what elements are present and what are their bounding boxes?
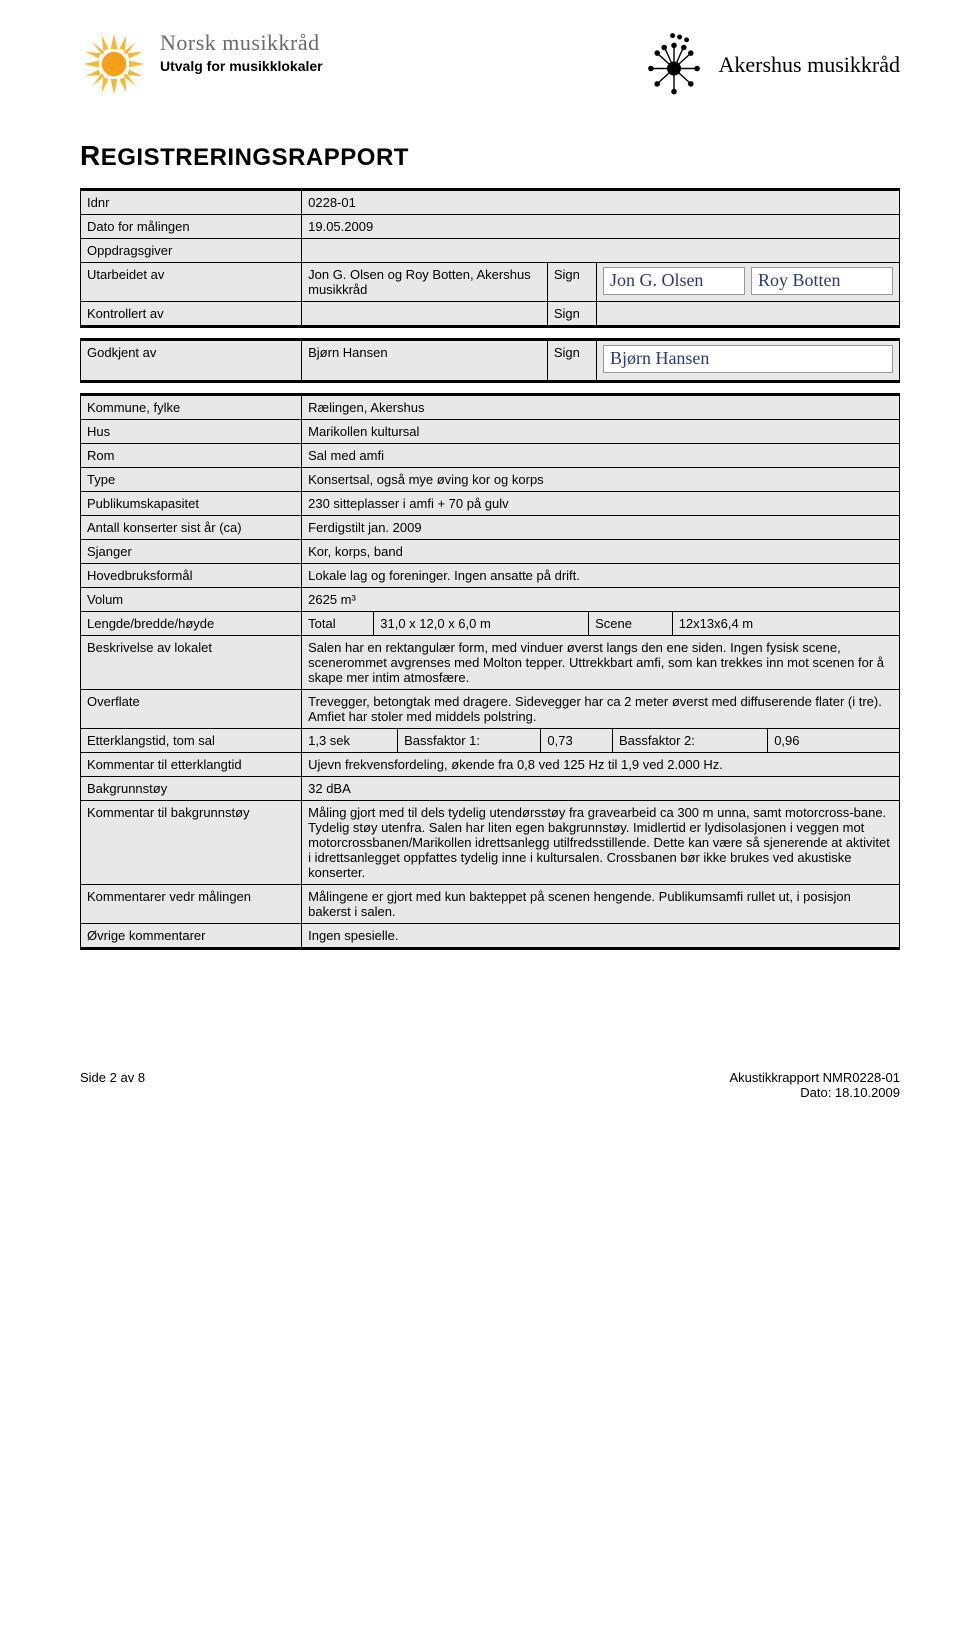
bf1-value: 0,73 — [541, 729, 613, 752]
sign-label-2: Sign — [547, 302, 596, 327]
lbh-total-value: 31,0 x 12,0 x 6,0 m — [374, 612, 589, 635]
hoved-value: Lokale lag og foreninger. Ingen ansatte … — [302, 564, 900, 588]
meta-table-1: Idnr 0228-01 Dato for målingen 19.05.200… — [80, 188, 900, 328]
oppdrag-label: Oppdragsgiver — [81, 239, 302, 263]
oppdrag-value — [302, 239, 900, 263]
lbh-scene-value: 12x13x6,4 m — [672, 612, 899, 635]
sjanger-value: Kor, korps, band — [302, 540, 900, 564]
logo-left: Norsk musikkråd Utvalg for musikklokaler — [80, 30, 323, 98]
sign-box-3: Bjørn Hansen — [596, 340, 899, 382]
hoved-label: Hovedbruksformål — [81, 564, 302, 588]
volum-label: Volum — [81, 588, 302, 612]
komm-maling-value: Målingene er gjort med kun bakteppet på … — [302, 885, 900, 924]
lbh-scene-label: Scene — [589, 612, 673, 635]
main-table: Kommune, fylke Rælingen, Akershus Hus Ma… — [80, 393, 900, 950]
hus-label: Hus — [81, 420, 302, 444]
nmr-subtitle: Utvalg for musikklokaler — [160, 58, 323, 74]
ovrige-value: Ingen spesielle. — [302, 924, 900, 949]
etterklang-label: Etterklangstid, tom sal — [81, 729, 302, 753]
lbh-label: Lengde/bredde/høyde — [81, 612, 302, 636]
dandelion-icon — [639, 30, 709, 100]
ovrige-label: Øvrige kommentarer — [81, 924, 302, 949]
page-footer: Side 2 av 8 Akustikkrapport NMR0228-01 D… — [80, 1070, 900, 1100]
sign-box-1: Jon G. Olsen Roy Botten — [596, 263, 899, 302]
utarbeidet-value: Jon G. Olsen og Roy Botten, Akershus mus… — [302, 263, 548, 302]
header-logos: Norsk musikkråd Utvalg for musikklokaler — [80, 30, 900, 100]
beskriv-value: Salen har en rektangulær form, med vindu… — [302, 636, 900, 690]
etterklang-sek: 1,3 sek — [302, 729, 398, 752]
sign-box-2 — [596, 302, 899, 327]
kontrollert-label: Kontrollert av — [81, 302, 302, 327]
type-label: Type — [81, 468, 302, 492]
komm-etter-label: Kommentar til etterklangtid — [81, 753, 302, 777]
bakgrunn-value: 32 dBA — [302, 777, 900, 801]
publikum-value: 230 sitteplasser i amfi + 70 på gulv — [302, 492, 900, 516]
overflate-value: Trevegger, betongtak med dragere. Sideve… — [302, 690, 900, 729]
dato-label: Dato for målingen — [81, 215, 302, 239]
publikum-label: Publikumskapasitet — [81, 492, 302, 516]
footer-left: Side 2 av 8 — [80, 1070, 145, 1100]
rom-value: Sal med amfi — [302, 444, 900, 468]
bf2-label: Bassfaktor 2: — [613, 729, 768, 752]
antall-value: Ferdigstilt jan. 2009 — [302, 516, 900, 540]
meta-table-2: Godkjent av Bjørn Hansen Sign Bjørn Hans… — [80, 338, 900, 383]
idnr-value: 0228-01 — [302, 190, 900, 215]
bf2-value: 0,96 — [768, 729, 899, 752]
komm-bak-value: Måling gjort med til dels tydelig utendø… — [302, 801, 900, 885]
rom-label: Rom — [81, 444, 302, 468]
type-value: Konsertsal, også mye øving kor og korps — [302, 468, 900, 492]
komm-bak-label: Kommentar til bakgrunnstøy — [81, 801, 302, 885]
bakgrunn-label: Bakgrunnstøy — [81, 777, 302, 801]
amr-title: Akershus musikkråd — [719, 52, 900, 78]
kommune-value: Rælingen, Akershus — [302, 395, 900, 420]
sjanger-label: Sjanger — [81, 540, 302, 564]
komm-maling-label: Kommentarer vedr målingen — [81, 885, 302, 924]
overflate-label: Overflate — [81, 690, 302, 729]
sun-icon — [80, 30, 148, 98]
etterklang-subtable: 1,3 sek Bassfaktor 1: 0,73 Bassfaktor 2:… — [302, 729, 899, 752]
antall-label: Antall konserter sist år (ca) — [81, 516, 302, 540]
kontrollert-value — [302, 302, 548, 327]
lbh-total-label: Total — [302, 612, 374, 635]
sign-label-3: Sign — [547, 340, 596, 382]
godkjent-value: Bjørn Hansen — [302, 340, 548, 382]
komm-etter-value: Ujevn frekvensfordeling, økende fra 0,8 … — [302, 753, 900, 777]
sign-label-1: Sign — [547, 263, 596, 302]
dato-value: 19.05.2009 — [302, 215, 900, 239]
volum-value: 2625 m³ — [302, 588, 900, 612]
lbh-subtable: Total 31,0 x 12,0 x 6,0 m Scene 12x13x6,… — [302, 612, 899, 635]
bf1-label: Bassfaktor 1: — [398, 729, 541, 752]
footer-right-1: Akustikkrapport NMR0228-01 — [729, 1070, 900, 1085]
idnr-label: Idnr — [81, 190, 302, 215]
utarbeidet-label: Utarbeidet av — [81, 263, 302, 302]
beskriv-label: Beskrivelse av lokalet — [81, 636, 302, 690]
hus-value: Marikollen kultursal — [302, 420, 900, 444]
footer-right-2: Dato: 18.10.2009 — [729, 1085, 900, 1100]
godkjent-label: Godkjent av — [81, 340, 302, 382]
nmr-title: Norsk musikkråd — [160, 30, 323, 56]
document-title: REGISTRERINGSRAPPORT — [80, 140, 900, 172]
kommune-label: Kommune, fylke — [81, 395, 302, 420]
logo-right: Akershus musikkråd — [639, 30, 900, 100]
